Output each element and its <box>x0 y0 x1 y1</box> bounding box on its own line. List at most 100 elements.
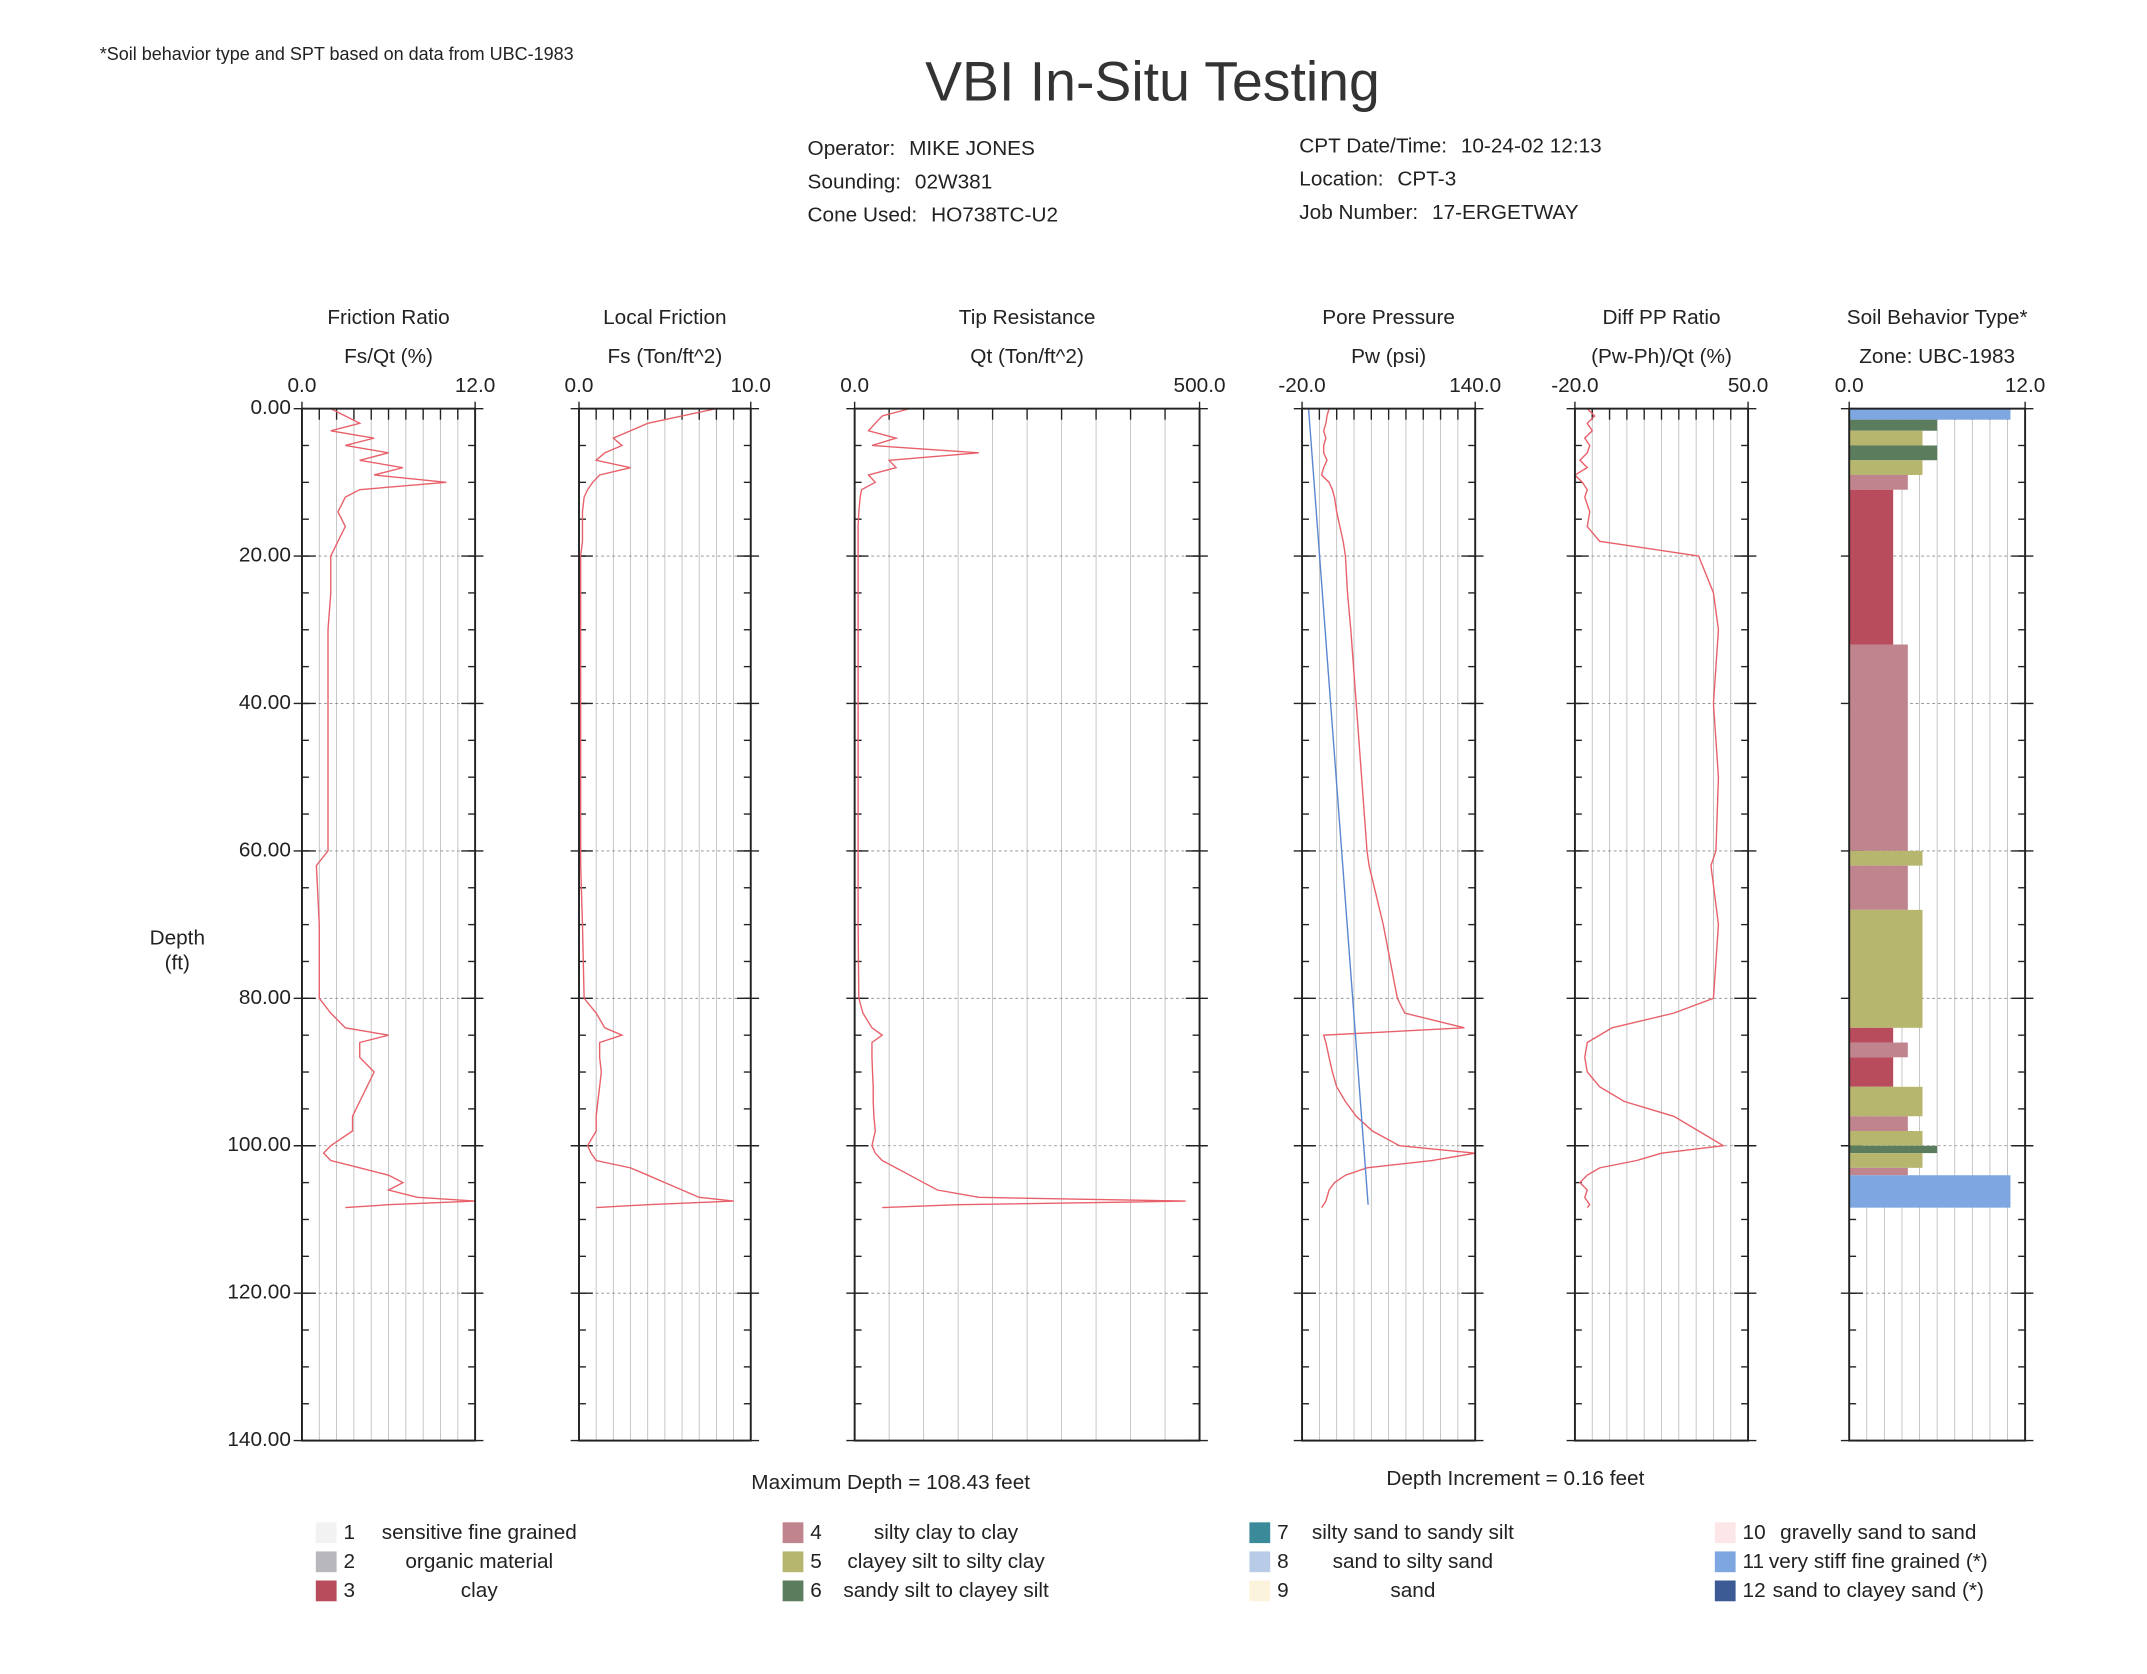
x-tick-label: 10.0 <box>731 374 771 397</box>
data-line <box>857 407 1186 1209</box>
zone-bar <box>1849 1057 1894 1087</box>
zone-bar <box>1849 408 2011 420</box>
y-tick-label: 60.00 <box>239 838 291 861</box>
field-label: Location: <box>1299 168 1383 191</box>
plot-frame <box>578 407 752 1442</box>
zone-bar <box>1849 1086 1923 1117</box>
zone-bar <box>1849 865 1908 910</box>
x-axis-label: Zone: UBC-1983 <box>1859 345 2015 368</box>
plot-frame <box>1848 407 2027 1442</box>
x-tick-label: 0.0 <box>288 374 317 397</box>
legend-label: clayey silt to silty clay <box>847 1550 1045 1573</box>
legend-swatch <box>782 1580 804 1602</box>
legend-label: sand to clayey sand (*) <box>1773 1579 1984 1602</box>
legend-number: 10 <box>1743 1521 1766 1544</box>
legend-swatch <box>1714 1522 1736 1544</box>
data-line <box>1320 408 1476 1209</box>
x-tick-label: -20.0 <box>1551 374 1598 397</box>
zone-bar <box>1849 474 1908 490</box>
legend-label: sand <box>1390 1579 1435 1602</box>
legend-swatch <box>782 1522 804 1544</box>
legend-number: 7 <box>1277 1521 1289 1544</box>
x-tick-label: 500.0 <box>1174 374 1226 397</box>
x-axis-label: Qt (Ton/ft^2) <box>970 345 1084 368</box>
legend-number: 4 <box>810 1521 822 1544</box>
zone-bar <box>1849 1131 1923 1146</box>
legend-label: organic material <box>405 1550 553 1573</box>
plot-frame <box>1573 407 1750 1442</box>
zone-bar <box>1849 460 1923 475</box>
field-value: 10-24-02 12:13 <box>1461 134 1602 157</box>
zone-bar <box>1849 1116 1908 1132</box>
field-value: 17-ERGETWAY <box>1432 201 1579 224</box>
page-title: VBI In-Situ Testing <box>925 51 1380 113</box>
legend-label: gravelly sand to sand <box>1780 1521 1976 1544</box>
field-label: CPT Date/Time: <box>1299 134 1447 157</box>
y-tick-label: 0.00 <box>250 396 290 419</box>
legend-swatch <box>1714 1551 1736 1573</box>
y-tick-label: 120.00 <box>227 1281 291 1304</box>
legend-label: sensitive fine grained <box>382 1521 577 1544</box>
zone-bar <box>1849 1167 1908 1176</box>
panel-title: Friction Ratio <box>327 306 449 329</box>
x-tick-label: 12.0 <box>2005 374 2045 397</box>
x-tick-label: 0.0 <box>565 374 594 397</box>
zone-bar <box>1849 1027 1894 1043</box>
legend-label: clay <box>461 1579 499 1602</box>
zone-bar <box>1849 419 1938 431</box>
legend-number: 5 <box>810 1550 822 1573</box>
x-axis-label: (Pw-Ph)/Qt (%) <box>1591 345 1732 368</box>
legend-swatch <box>315 1551 337 1573</box>
panel-title: Soil Behavior Type* <box>1847 306 2028 329</box>
legend-number: 12 <box>1743 1579 1766 1602</box>
field-value: HO738TC-U2 <box>931 204 1058 227</box>
x-axis-label: Pw (psi) <box>1351 345 1426 368</box>
legend-swatch <box>782 1551 804 1573</box>
legend-label: sand to silty sand <box>1333 1550 1493 1573</box>
legend-label: very stiff fine grained (*) <box>1769 1550 1988 1573</box>
legend-swatch <box>1249 1551 1271 1573</box>
y-tick-label: 40.00 <box>239 691 291 714</box>
zone-bar <box>1849 1042 1908 1058</box>
legend-label: silty sand to sandy silt <box>1312 1521 1514 1544</box>
field-value: 02W381 <box>915 170 992 193</box>
legend-number: 3 <box>344 1579 356 1602</box>
note: *Soil behavior type and SPT based on dat… <box>100 44 574 64</box>
y-tick-label: 140.00 <box>227 1428 291 1451</box>
legend-swatch <box>1249 1580 1271 1602</box>
y-tick-label: 80.00 <box>239 986 291 1009</box>
legend-number: 11 <box>1743 1550 1765 1573</box>
x-tick-label: 50.0 <box>1728 374 1768 397</box>
x-tick-label: 0.0 <box>840 374 869 397</box>
legend-swatch <box>315 1522 337 1544</box>
legend-number: 2 <box>344 1550 356 1573</box>
y-axis-label: Depth <box>150 927 205 950</box>
field-label: Operator: <box>808 137 896 160</box>
zone-bar <box>1849 850 1923 866</box>
legend-number: 8 <box>1277 1550 1289 1573</box>
legend-swatch <box>1249 1522 1271 1544</box>
zone-bar <box>1849 445 1938 461</box>
field-value: CPT-3 <box>1397 168 1456 191</box>
zone-bar <box>1849 644 1908 851</box>
x-axis-label: Fs (Ton/ft^2) <box>608 345 723 368</box>
legend-number: 1 <box>344 1521 356 1544</box>
field-label: Cone Used: <box>808 204 918 227</box>
panel-title: Local Friction <box>603 306 726 329</box>
x-tick-label: -20.0 <box>1278 374 1325 397</box>
x-axis-label: Fs/Qt (%) <box>344 345 433 368</box>
zone-bar <box>1849 1145 1938 1154</box>
legend-swatch <box>1714 1580 1736 1602</box>
plot-frame <box>1301 407 1477 1442</box>
plot-frame <box>300 407 477 1442</box>
zone-bar <box>1849 1153 1923 1168</box>
zone-bar <box>1849 909 1923 1028</box>
y-tick-label: 20.00 <box>239 544 291 567</box>
zone-bar <box>1849 1175 2011 1208</box>
footer-text: Depth Increment = 0.16 feet <box>1386 1467 1644 1490</box>
footer-text: Maximum Depth = 108.43 feet <box>751 1471 1030 1494</box>
zone-bar <box>1849 489 1894 645</box>
data-line <box>1573 408 1726 1209</box>
data-line <box>579 407 734 1209</box>
